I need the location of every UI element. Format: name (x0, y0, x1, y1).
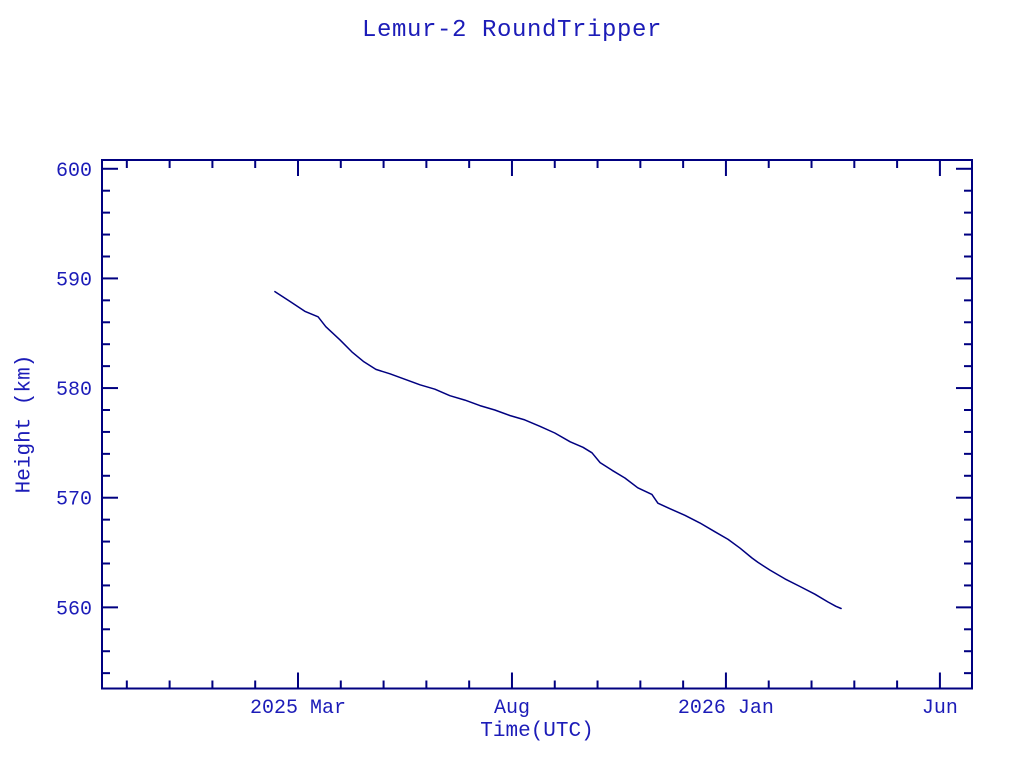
plot-frame (101, 159, 973, 690)
x-tick-label: 2026 Jan (678, 697, 774, 720)
y-tick-label: 570 (56, 489, 92, 512)
y-tick-label: 590 (56, 269, 92, 292)
y-tick-label: 600 (56, 160, 92, 183)
y-axis-title: Height (km) (13, 354, 37, 494)
y-tick-label: 580 (56, 379, 92, 402)
x-axis-title: Time(UTC) (480, 720, 594, 743)
chart-title: Lemur-2 RoundTripper (361, 17, 663, 44)
y-tick-label: 560 (56, 598, 92, 621)
x-tick-label: Jun (922, 697, 958, 720)
x-tick-label: 2025 Mar (250, 697, 346, 720)
data-line (274, 290, 842, 610)
x-tick-label: Aug (494, 697, 530, 720)
